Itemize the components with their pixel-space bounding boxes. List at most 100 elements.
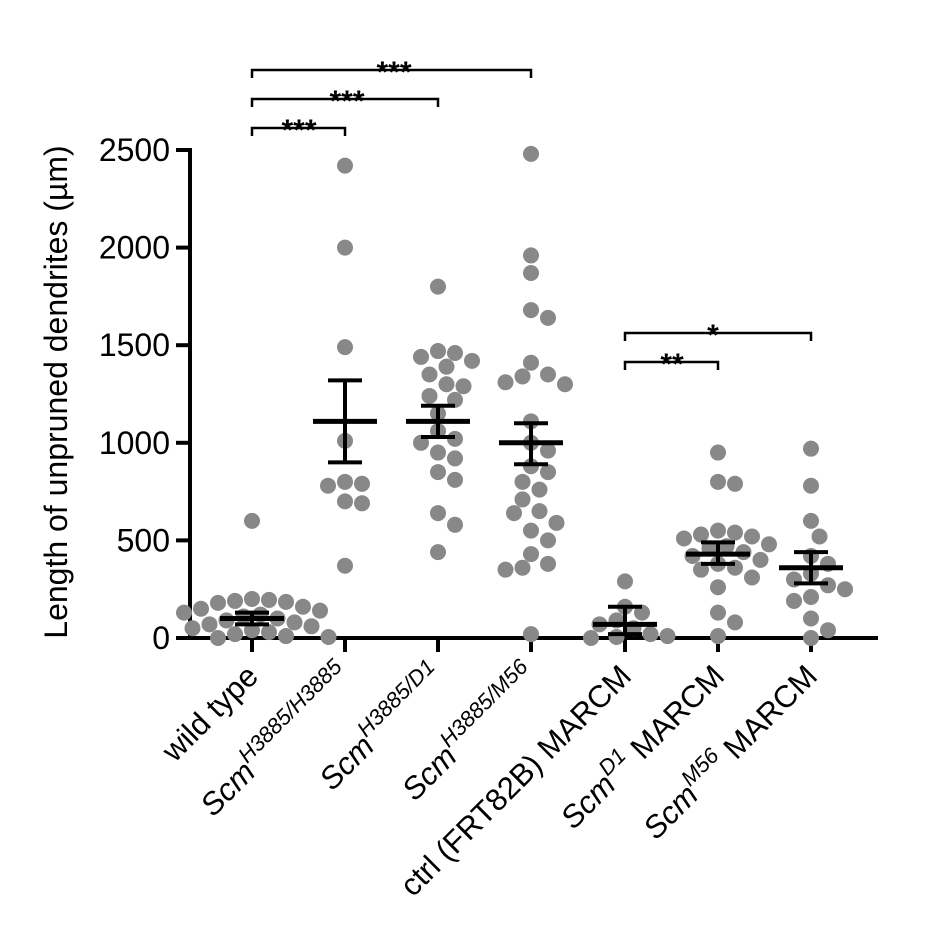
data-point bbox=[514, 491, 531, 508]
data-point bbox=[184, 620, 201, 637]
significance-label: *** bbox=[329, 85, 364, 118]
data-point bbox=[447, 345, 463, 362]
data-point bbox=[421, 387, 438, 404]
data-point bbox=[523, 145, 539, 162]
data-point bbox=[514, 559, 531, 576]
data-point bbox=[286, 614, 303, 631]
significance-bracket bbox=[623, 331, 813, 341]
y-tick-label: 500 bbox=[117, 522, 170, 558]
data-point bbox=[430, 505, 446, 522]
data-point bbox=[261, 624, 277, 641]
data-point bbox=[837, 581, 853, 598]
data-point bbox=[693, 526, 709, 543]
data-point bbox=[659, 628, 676, 645]
data-point bbox=[820, 622, 836, 639]
data-point bbox=[540, 464, 556, 481]
data-point bbox=[337, 557, 353, 574]
data-point bbox=[354, 475, 370, 492]
data-point bbox=[803, 630, 819, 646]
significance-label: *** bbox=[376, 56, 411, 89]
data-point bbox=[710, 628, 726, 645]
y-tick-label: 2000 bbox=[99, 230, 170, 266]
data-point bbox=[608, 629, 625, 646]
significance-bracket bbox=[623, 360, 720, 370]
y-tick-label: 1500 bbox=[99, 327, 170, 363]
data-point bbox=[227, 626, 243, 643]
data-point bbox=[744, 569, 760, 586]
data-point bbox=[430, 444, 446, 461]
data-point bbox=[261, 591, 277, 608]
data-point bbox=[583, 630, 599, 646]
data-point bbox=[531, 503, 548, 520]
data-point bbox=[201, 616, 218, 633]
data-point bbox=[227, 592, 243, 609]
data-point bbox=[540, 442, 556, 459]
data-point bbox=[710, 579, 726, 596]
y-tick-label: 2500 bbox=[99, 132, 170, 168]
data-point bbox=[727, 524, 743, 541]
data-point bbox=[803, 589, 819, 606]
data-point bbox=[506, 505, 522, 522]
data-point bbox=[523, 546, 539, 563]
data-point bbox=[617, 573, 633, 590]
data-point bbox=[803, 477, 819, 494]
data-point bbox=[430, 464, 446, 481]
data-point bbox=[523, 626, 539, 643]
data-point bbox=[540, 366, 556, 383]
data-point bbox=[278, 593, 294, 610]
data-point bbox=[421, 366, 438, 383]
data-point bbox=[752, 551, 769, 568]
data-point bbox=[337, 339, 353, 356]
data-point bbox=[210, 630, 226, 646]
data-point bbox=[744, 528, 760, 545]
significance-label: * bbox=[707, 319, 719, 352]
data-point bbox=[430, 278, 446, 295]
data-point bbox=[430, 544, 446, 561]
data-point bbox=[540, 555, 556, 572]
data-point bbox=[761, 536, 777, 553]
data-point bbox=[710, 522, 726, 539]
data-point bbox=[337, 493, 353, 510]
data-point bbox=[295, 598, 311, 615]
data-point bbox=[803, 512, 819, 529]
data-point bbox=[803, 610, 819, 627]
data-point bbox=[523, 522, 539, 539]
y-axis-label: Length of unpruned dendrites (µm) bbox=[38, 145, 74, 638]
data-point bbox=[710, 444, 726, 461]
significance-label: *** bbox=[281, 114, 316, 147]
data-point bbox=[710, 604, 726, 621]
data-point bbox=[210, 594, 226, 611]
data-point bbox=[642, 626, 659, 643]
data-point bbox=[176, 604, 192, 621]
data-point bbox=[786, 592, 802, 609]
data-point bbox=[320, 629, 337, 646]
data-point bbox=[354, 495, 370, 512]
data-point bbox=[676, 530, 692, 547]
data-point bbox=[523, 247, 539, 264]
data-point bbox=[523, 302, 539, 319]
data-point bbox=[447, 516, 463, 533]
data-point bbox=[803, 440, 819, 457]
data-point bbox=[727, 614, 743, 631]
data-point bbox=[514, 368, 531, 385]
data-point bbox=[710, 473, 726, 490]
data-point bbox=[447, 471, 463, 488]
data-point bbox=[497, 561, 514, 578]
data-point bbox=[303, 618, 320, 635]
significance-label: ** bbox=[660, 348, 684, 381]
data-point bbox=[320, 477, 336, 494]
data-point bbox=[312, 602, 328, 619]
y-tick-label: 1000 bbox=[99, 425, 170, 461]
data-point bbox=[548, 514, 565, 531]
data-point bbox=[455, 378, 472, 395]
data-point bbox=[540, 309, 556, 326]
significance-bracket bbox=[250, 97, 440, 107]
data-point bbox=[337, 157, 353, 174]
data-point bbox=[244, 512, 260, 529]
data-point bbox=[811, 528, 828, 545]
data-point bbox=[464, 352, 480, 369]
data-point bbox=[438, 358, 455, 375]
significance-bracket bbox=[250, 126, 347, 136]
data-point bbox=[244, 590, 260, 607]
